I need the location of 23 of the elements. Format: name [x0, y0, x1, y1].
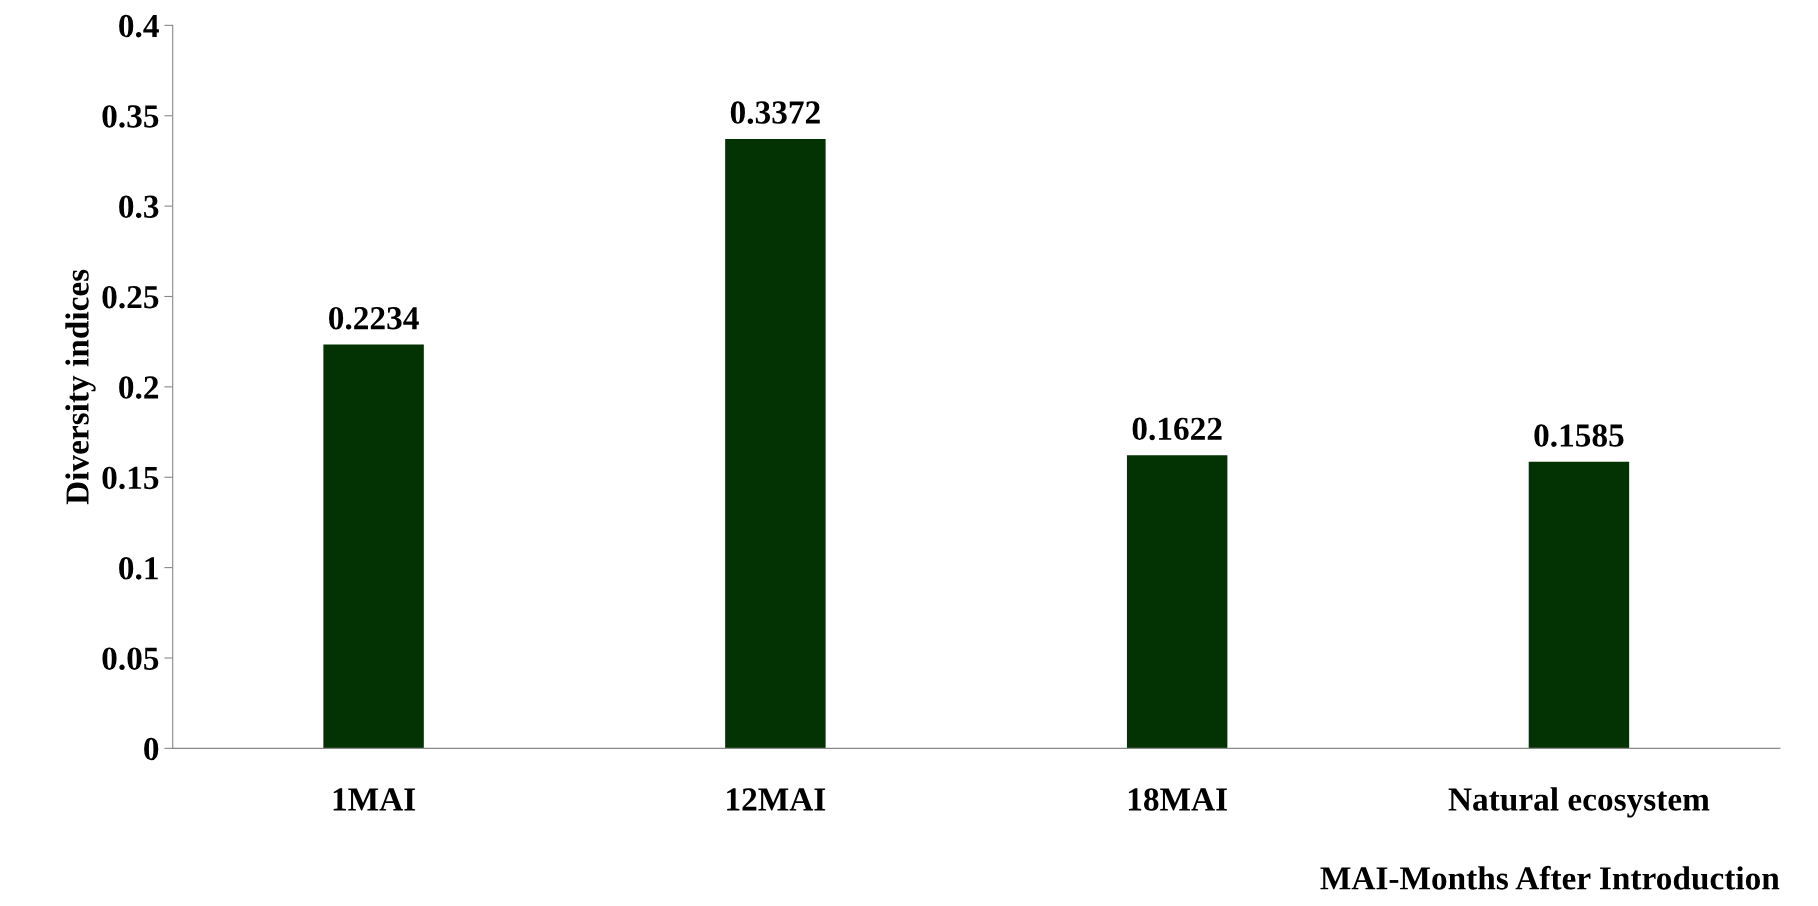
y-tick-label: 0.05: [102, 647, 159, 671]
bar: [725, 138, 826, 749]
y-tick-label: 0.25: [102, 285, 159, 309]
data-label: 0.2234: [329, 306, 419, 330]
y-axis-title: Diversity indices: [65, 269, 96, 505]
x-tick-label: 18MAI: [1128, 788, 1227, 811]
x-tick-label: 1MAI: [333, 788, 416, 811]
x-axis-title: MAI-Months After Introduction: [1320, 865, 1780, 890]
y-tick-label: 0.2: [119, 376, 159, 399]
bar: [323, 344, 424, 749]
x-tick-label: 12MAI: [727, 788, 826, 811]
y-tick-label: 0.35: [102, 105, 159, 128]
y-tick-label: 0.1: [119, 557, 158, 580]
data-label: 0.1622: [1132, 417, 1222, 441]
y-tick-label: 0: [144, 737, 159, 761]
y-tick-label: 0.15: [102, 466, 159, 490]
data-label: 0.1585: [1534, 424, 1624, 447]
y-tick-label: 0.3: [119, 195, 159, 219]
x-tick-label: Natural ecosystem: [1448, 787, 1710, 818]
y-tick-label: 0.4: [119, 14, 159, 38]
data-label: 0.3372: [730, 101, 820, 124]
bar: [1126, 455, 1228, 749]
bar: [1528, 461, 1630, 749]
